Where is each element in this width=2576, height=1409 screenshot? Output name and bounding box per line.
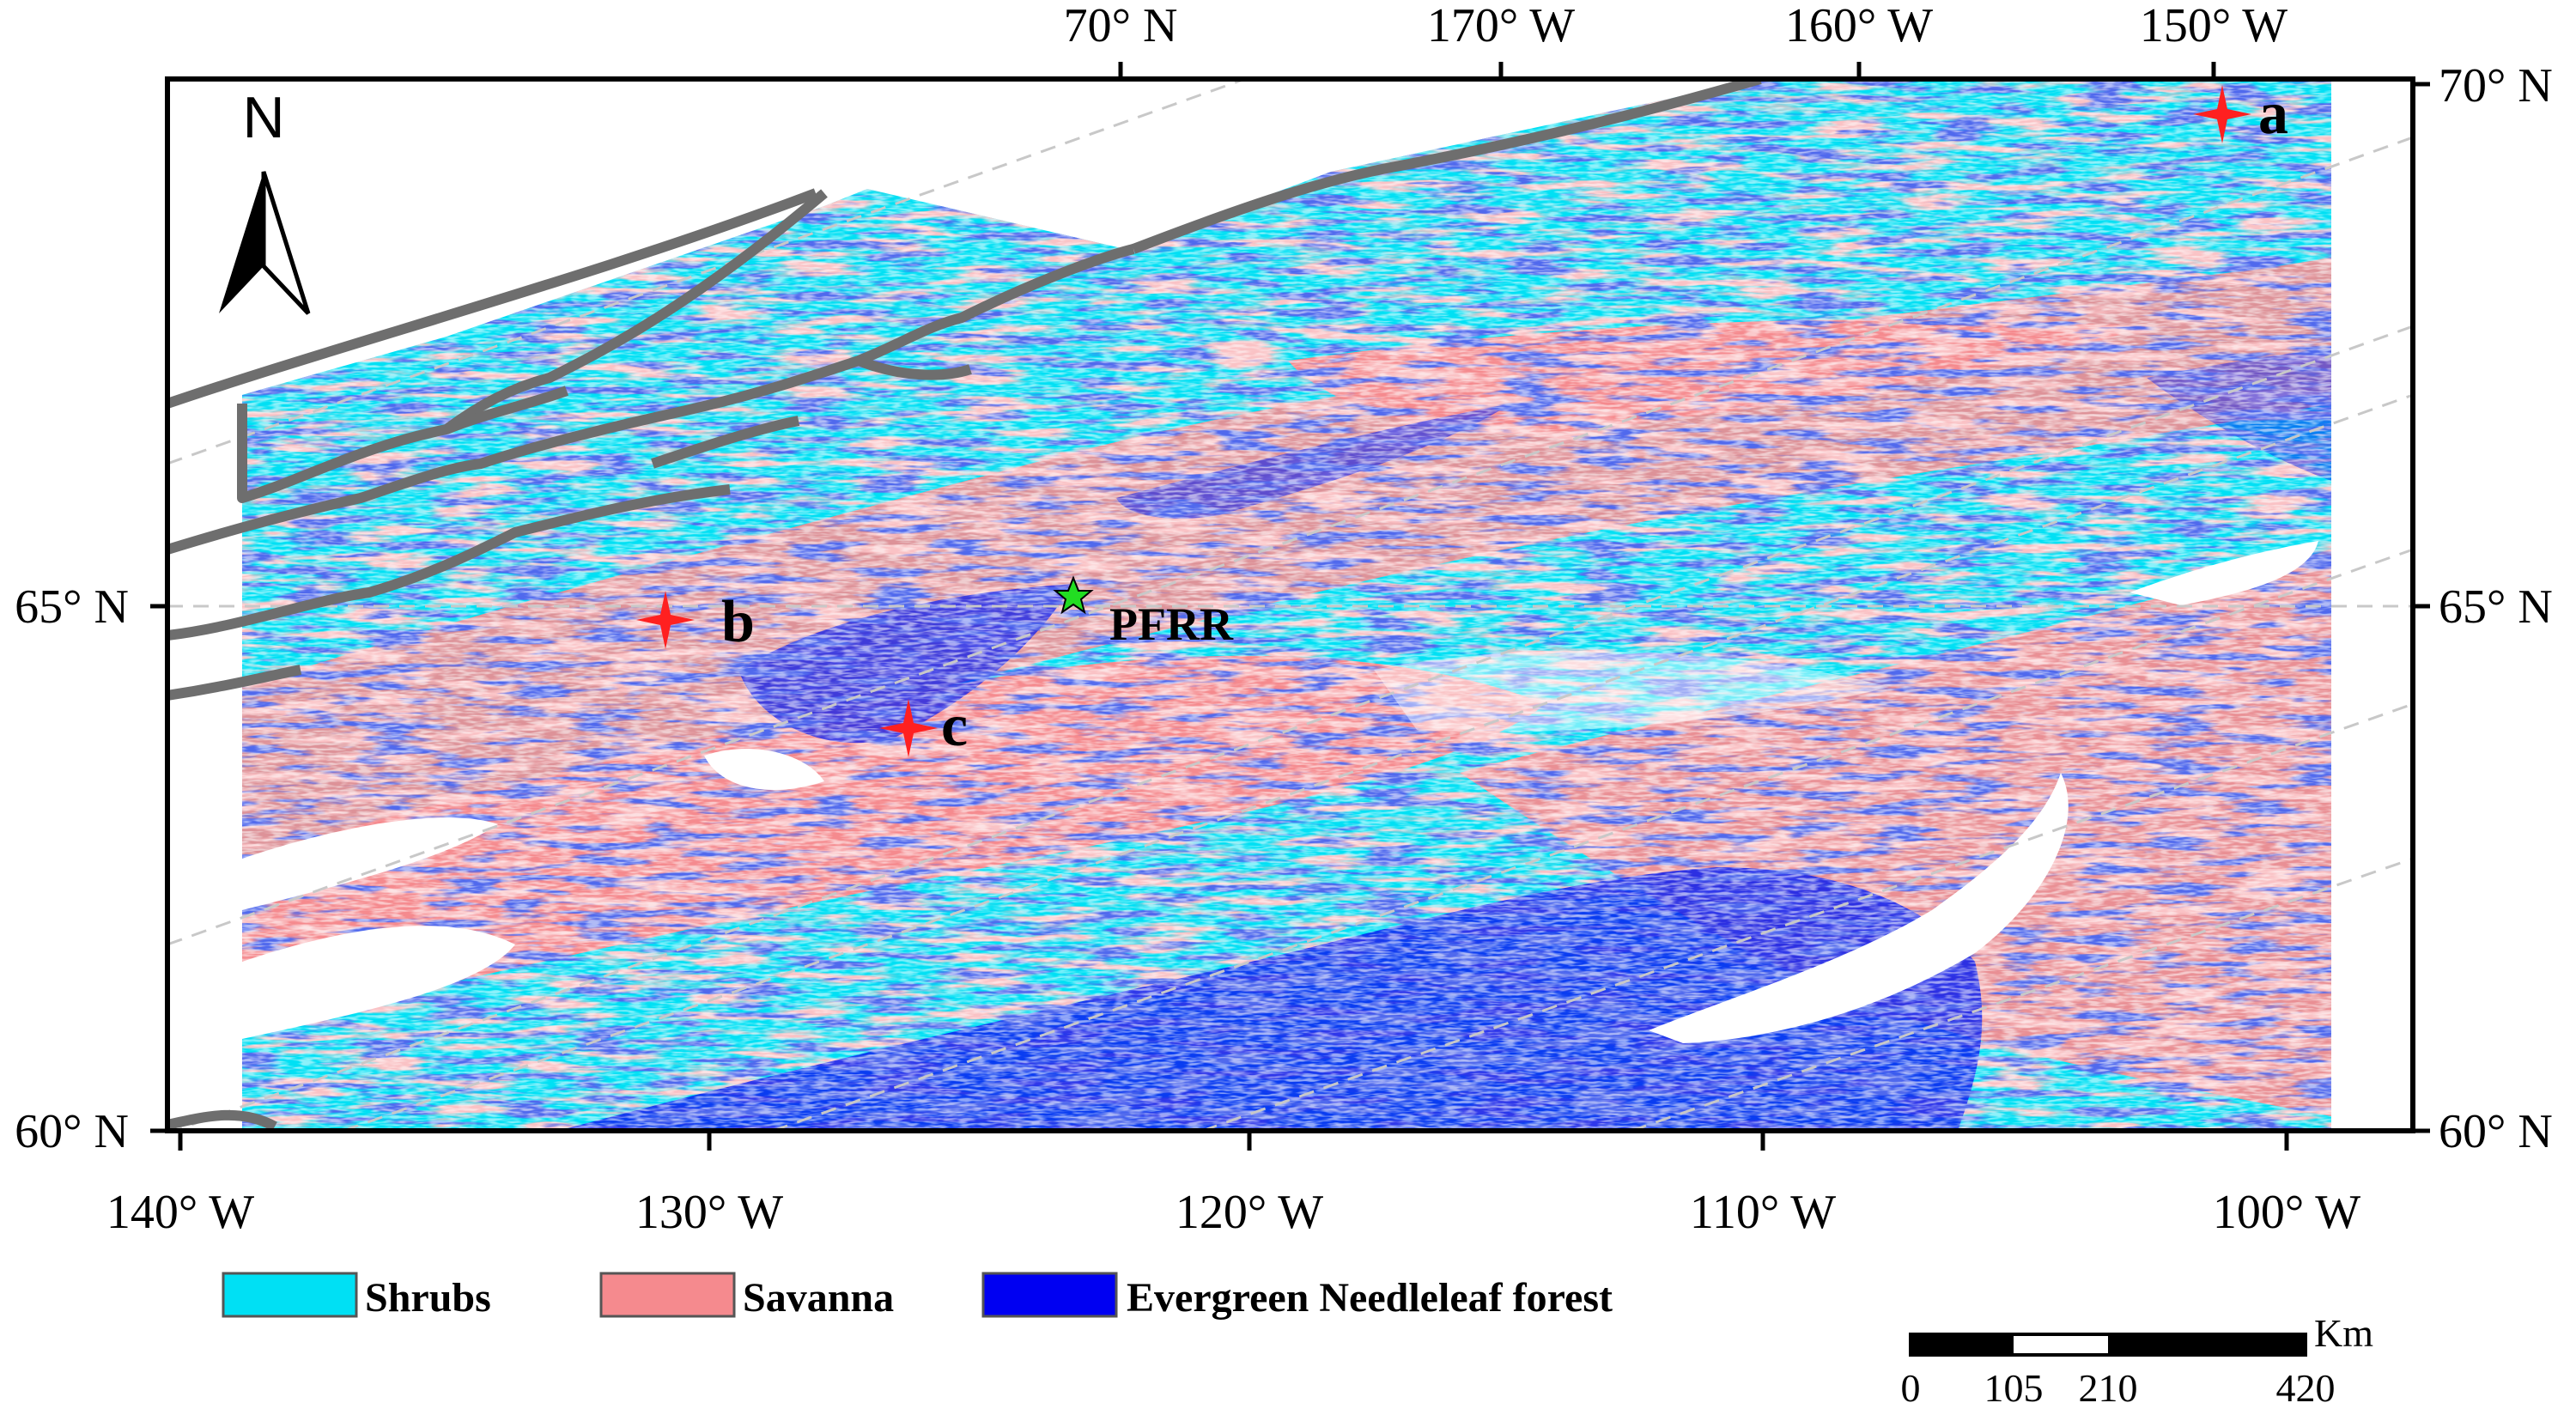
right-tick-labels: 70° N 65° N 60° N (2439, 59, 2553, 1158)
scale-label-105: 105 (1984, 1366, 2044, 1409)
tick-label-left-1: 65° N (15, 580, 129, 634)
tick-label-right-3: 60° N (2439, 1105, 2553, 1158)
scale-bar: Km 0 105 210 420 (1901, 1311, 2374, 1409)
scale-label-210: 210 (2079, 1366, 2138, 1409)
site-label-a: a (2258, 81, 2288, 147)
legend-swatch-savanna (599, 1272, 736, 1318)
tick-label-top-2: 170° W (1427, 0, 1575, 52)
tick-label-right-2: 65° N (2439, 580, 2553, 634)
top-tick-labels: 70° N 170° W 160° W 150° W (1064, 0, 2288, 52)
left-tick-labels: 65° N 60° N (15, 580, 129, 1158)
scale-segment-1 (1911, 1334, 2014, 1355)
tick-label-bottom-4: 110° W (1690, 1186, 1836, 1239)
site-a: a (2193, 81, 2288, 147)
legend-label-evergreen: Evergreen Needleleaf forest (1127, 1275, 1613, 1321)
axis-ticks (150, 62, 2430, 1151)
scale-unit: Km (2314, 1311, 2373, 1355)
red-star-icon (636, 591, 695, 649)
site-pfrr: PFRR (1053, 575, 1234, 650)
tick-label-bottom-5: 100° W (2213, 1186, 2360, 1239)
tick-label-bottom-3: 120° W (1176, 1186, 1323, 1239)
tick-label-top-3: 160° W (1785, 0, 1933, 52)
scale-segment-3 (2108, 1334, 2306, 1355)
tick-label-top-4: 150° W (2140, 0, 2287, 52)
scale-label-420: 420 (2276, 1366, 2336, 1409)
map-panel: a b c PFRR N (167, 79, 2413, 1131)
legend-label-savanna: Savanna (743, 1275, 894, 1321)
tick-label-right-1: 70° N (2439, 59, 2553, 112)
north-arrow-icon (219, 171, 311, 315)
white-patches (242, 541, 2318, 1043)
north-arrow: N (219, 85, 311, 315)
legend: Shrubs Savanna Evergreen Needleleaf fore… (222, 1272, 1613, 1321)
red-star-icon (879, 699, 938, 757)
tick-label-bottom-2: 130° W (635, 1186, 783, 1239)
site-label-c: c (941, 693, 968, 759)
graticule (167, 79, 2413, 1131)
red-star-icon (2193, 85, 2251, 143)
green-star-icon (1053, 575, 1094, 615)
bottom-tick-labels: 140° W 130° W 120° W 110° W 100° W (106, 1186, 2360, 1239)
site-label-b: b (721, 589, 755, 655)
legend-item-evergreen: Evergreen Needleleaf forest (981, 1272, 1613, 1321)
tick-label-left-2: 60° N (15, 1105, 129, 1158)
legend-item-savanna: Savanna (599, 1272, 894, 1321)
coastline (167, 79, 1762, 1131)
north-arrow-label: N (242, 85, 284, 150)
scale-segment-2 (2014, 1339, 2108, 1350)
legend-swatch-shrubs (222, 1272, 358, 1318)
tick-label-top-1: 70° N (1064, 0, 1178, 52)
site-label-pfrr: PFRR (1109, 598, 1234, 650)
scale-label-0: 0 (1901, 1366, 1921, 1409)
legend-item-shrubs: Shrubs (222, 1272, 491, 1321)
site-b: b (636, 589, 755, 655)
legend-swatch-evergreen (981, 1272, 1118, 1318)
tick-label-bottom-1: 140° W (106, 1186, 254, 1239)
site-c: c (879, 693, 968, 759)
legend-label-shrubs: Shrubs (365, 1275, 491, 1321)
